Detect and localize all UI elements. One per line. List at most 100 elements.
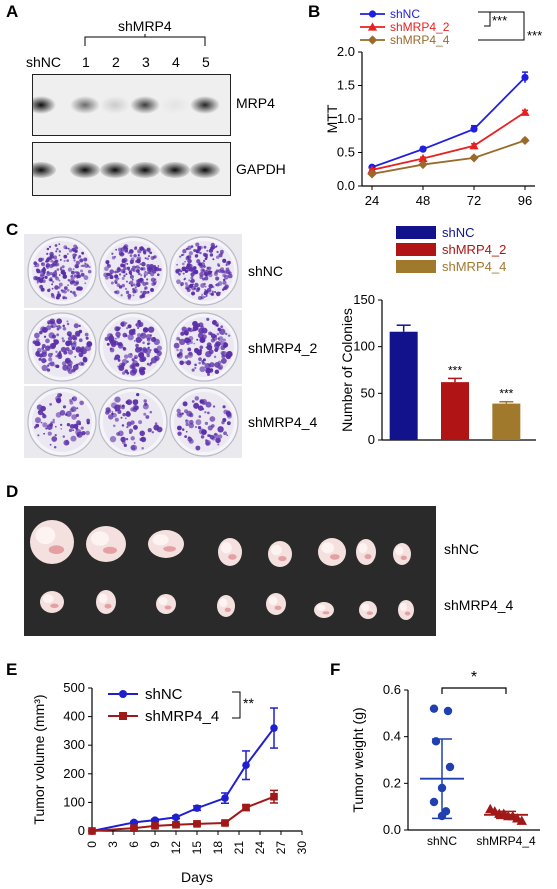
colony-dot: [144, 402, 148, 406]
colony-dot: [62, 364, 69, 371]
colony-dot: [184, 277, 187, 280]
colony-dot: [127, 352, 133, 359]
colony-dot: [122, 371, 126, 375]
colony-dot: [41, 267, 47, 272]
colony-dot: [216, 347, 220, 350]
mrp4-blot: [26, 74, 231, 136]
colony-dot: [65, 340, 71, 347]
colony-dot: [206, 373, 210, 377]
tumor: [96, 590, 116, 614]
colony-dot: [189, 283, 194, 288]
colony-dot: [71, 334, 77, 340]
colony-dot: [46, 252, 49, 255]
y-tick-label: 0: [368, 432, 375, 447]
tumor-row-label-shmrp4-4: shMRP4_4: [444, 597, 514, 613]
colony-dot: [182, 249, 187, 254]
tumor-highlight: [268, 596, 278, 606]
colony-dot: [149, 349, 152, 352]
colony-plate-row-shmrp4-2: [24, 310, 242, 384]
colony-dot: [58, 243, 61, 245]
colony-dot: [215, 245, 218, 248]
data-point: [270, 724, 278, 732]
colony-dot: [215, 276, 220, 281]
colony-dot: [190, 278, 195, 283]
colony-dot: [198, 322, 204, 328]
colony-dot: [204, 362, 211, 370]
colony-dot: [123, 266, 127, 271]
x-tick-label: 72: [467, 193, 481, 208]
colony-dot: [114, 281, 118, 285]
colony-dot: [46, 424, 53, 431]
colony-dot: [56, 268, 60, 271]
band-label-gapdh: GAPDH: [236, 161, 286, 177]
colony-dot: [47, 288, 51, 293]
colony-dot: [142, 267, 146, 271]
colony-dot: [122, 412, 126, 417]
colony-dot: [63, 259, 66, 263]
colony-dot: [133, 340, 136, 342]
x-tick-label: 6: [127, 841, 141, 848]
colony-dot: [117, 358, 121, 362]
colony-dot: [214, 342, 220, 349]
colony-dot: [76, 420, 81, 426]
colony-dot: [48, 332, 55, 339]
colony-dot: [70, 276, 75, 281]
colony-dot: [194, 396, 200, 401]
colony-dot: [136, 392, 140, 397]
colony-dot: [147, 326, 155, 333]
series-line-1: [371, 111, 526, 171]
colony-dot: [55, 354, 58, 358]
colony-dot: [138, 420, 143, 425]
colony-dot: [205, 350, 212, 358]
colony-dot: [153, 424, 160, 431]
colony-dot: [74, 355, 77, 358]
colony-dot: [146, 247, 151, 252]
colony-dot: [66, 360, 73, 366]
colony-dot: [227, 334, 231, 337]
shmrp4-group-label: shMRP4: [118, 18, 172, 34]
colony-dot: [185, 422, 189, 427]
colony-dot: [194, 425, 198, 429]
colony-dot: [48, 357, 53, 362]
colony-dot: [206, 411, 210, 415]
colony-dot: [75, 280, 80, 285]
data-point: [520, 135, 530, 146]
colony-dot: [188, 251, 193, 256]
colony-dot: [179, 255, 182, 258]
colony-dot: [158, 354, 161, 357]
colony-dot: [117, 266, 121, 270]
colony-dot: [65, 410, 72, 417]
colony-dot: [182, 253, 185, 256]
colony-dot: [59, 258, 62, 261]
colony-dot: [135, 343, 139, 348]
x-tick-label: 24: [365, 193, 379, 208]
series-line-0: [371, 76, 526, 169]
colony-dot: [125, 334, 128, 337]
colony-dot: [38, 257, 43, 263]
legend-swatch-0: [396, 226, 436, 239]
colony-dot: [217, 364, 224, 370]
gapdh-blot: [26, 142, 231, 196]
colony-dot: [58, 254, 61, 257]
colony-dot: [53, 446, 57, 449]
tumor-shade: [278, 555, 287, 562]
colony-dot: [144, 257, 147, 260]
colony-dot: [59, 423, 63, 427]
colony-dot: [75, 427, 79, 431]
colony-dot: [58, 250, 62, 253]
colony-dot: [46, 368, 51, 372]
colony-dot: [203, 245, 207, 249]
lane-label-1: 1: [82, 54, 90, 70]
colony-dot: [131, 368, 138, 374]
colony-dot: [56, 325, 59, 328]
colony-dot: [109, 275, 114, 280]
colony-dot: [148, 271, 151, 275]
series-line-2: [371, 139, 526, 175]
colony-dot: [69, 408, 74, 413]
legend-label-0: shNC: [145, 686, 183, 703]
colony-dot: [190, 291, 196, 296]
colony-dot: [67, 369, 73, 375]
colony-dot: [60, 268, 63, 271]
colony-dot: [49, 443, 52, 446]
colony-dot: [173, 342, 180, 349]
